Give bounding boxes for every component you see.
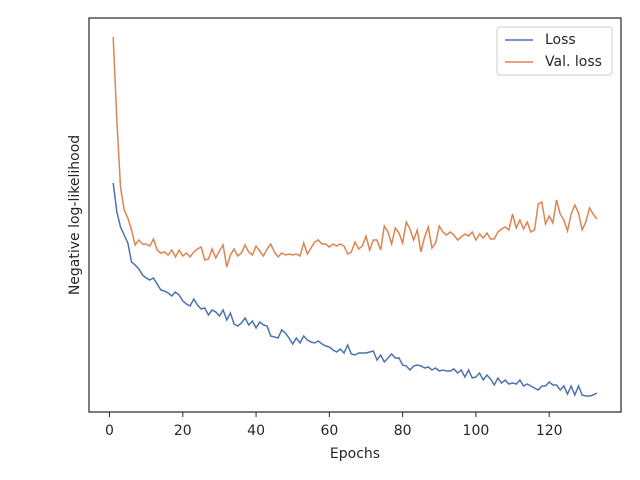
y-axis-label: Negative log-likelihood — [67, 135, 83, 295]
legend-label: Val. loss — [545, 54, 602, 70]
line-series — [112, 182, 598, 397]
legend-label: Loss — [545, 32, 576, 48]
line-series — [112, 36, 598, 268]
x-tick-label: 40 — [247, 423, 265, 439]
legend-box — [496, 26, 613, 76]
x-axis-label: Epochs — [330, 446, 380, 462]
x-tick-label: 60 — [320, 423, 338, 439]
x-tick-label: 100 — [463, 423, 490, 439]
x-tick-label: 120 — [536, 423, 563, 439]
plot-frame — [88, 17, 622, 413]
x-tick-label: 20 — [174, 423, 192, 439]
x-tick-label: 80 — [394, 423, 412, 439]
x-tick-label: 0 — [105, 423, 114, 439]
